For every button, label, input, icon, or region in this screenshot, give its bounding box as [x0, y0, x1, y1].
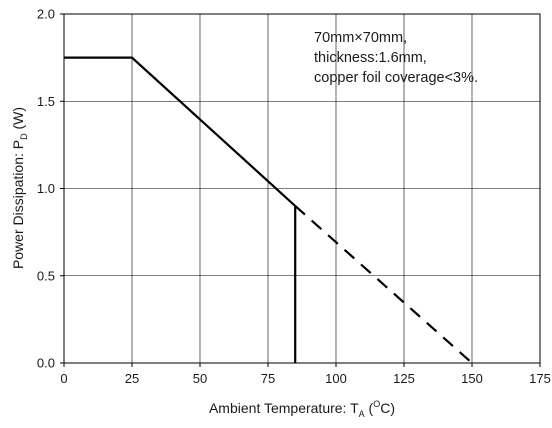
- x-axis-title-superscript: O: [373, 399, 380, 409]
- y-tick-label: 0.5: [37, 268, 55, 283]
- annotation-line-3: copper foil coverage<3%.: [314, 70, 478, 86]
- x-tick-label: 75: [261, 371, 275, 386]
- x-tick-label: 50: [193, 371, 207, 386]
- series-line-solid: [64, 56, 297, 363]
- annotation: 70mm×70mm, thickness:1.6mm, copper foil …: [314, 30, 478, 86]
- x-axis-title-middle: (: [365, 400, 374, 416]
- x-axis-title-prefix: Ambient Temperature: T: [209, 400, 359, 416]
- x-tick-label: 125: [393, 371, 415, 386]
- grid: [64, 14, 540, 363]
- x-ticks: 0 25 50 75 100 125 150 175: [60, 363, 551, 386]
- y-ticks: 0.0 0.5 1.0 1.5 2.0: [37, 7, 64, 371]
- y-tick-label: 0.0: [37, 356, 55, 371]
- x-tick-label: 175: [529, 371, 551, 386]
- y-axis-title-suffix: (W): [10, 107, 26, 133]
- x-tick-label: 25: [125, 371, 139, 386]
- x-axis-title-suffix: C): [380, 400, 395, 416]
- y-tick-label: 2.0: [37, 7, 55, 22]
- y-tick-label: 1.5: [37, 94, 55, 109]
- series-lines: [64, 56, 473, 364]
- annotation-line-2: thickness:1.6mm,: [314, 50, 427, 66]
- y-axis-title: Power Dissipation: PD (W): [10, 107, 29, 269]
- series-line-dashed: [294, 205, 473, 364]
- y-axis-title-prefix: Power Dissipation: P: [10, 140, 26, 269]
- x-axis-title: Ambient Temperature: TA (OC): [209, 399, 395, 419]
- x-tick-label: 150: [461, 371, 483, 386]
- annotation-line-1: 70mm×70mm,: [314, 30, 407, 46]
- y-axis-title-subscript: D: [19, 133, 29, 140]
- y-tick-label: 1.0: [37, 181, 55, 196]
- x-tick-label: 0: [60, 371, 67, 386]
- x-tick-label: 100: [325, 371, 347, 386]
- x-axis-title-subscript: A: [359, 409, 365, 419]
